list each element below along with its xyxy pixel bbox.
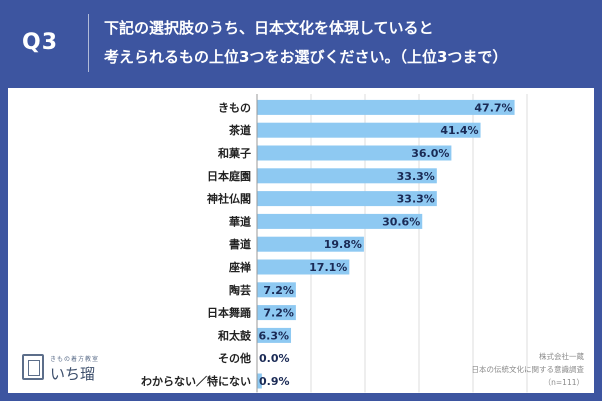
- category-label: 神社仏閣: [207, 192, 251, 206]
- category-label: 書道: [229, 237, 251, 251]
- source-note: 株式会社一蔵 日本の伝統文化に関する意識調査 （n=111）: [404, 350, 585, 389]
- question-number: Q3: [22, 30, 59, 55]
- logo-name: いち瑠: [50, 365, 96, 383]
- value-label: 6.3%: [259, 329, 290, 342]
- category-label: わからない／特にない: [141, 374, 251, 388]
- bar: [257, 145, 452, 161]
- category-label: 座禅: [228, 260, 251, 274]
- value-label: 47.7%: [474, 101, 512, 114]
- logo-mark-icon: [22, 354, 44, 380]
- value-label: 0.9%: [259, 375, 290, 388]
- value-label: 33.3%: [397, 193, 435, 206]
- bar: [257, 282, 296, 298]
- value-label: 19.8%: [324, 238, 362, 251]
- bar: [257, 122, 481, 138]
- value-label: 0.0%: [259, 352, 290, 365]
- bar: [257, 327, 292, 343]
- bar: [257, 191, 437, 207]
- category-label: 陶芸: [229, 283, 251, 297]
- category-label: 和菓子: [218, 146, 251, 160]
- question-text: 下記の選択肢のうち、日本文化を体現していると 考えられるもの上位3つをお選びくだ…: [104, 14, 594, 72]
- value-label: 7.2%: [263, 284, 294, 297]
- category-label: きもの: [218, 101, 251, 114]
- question-header: Q3 下記の選択肢のうち、日本文化を体現していると 考えられるもの上位3つをお選…: [0, 0, 602, 86]
- category-label: 日本舞踊: [207, 306, 251, 320]
- question-line-2: 考えられるもの上位3つをお選びください。（上位3つまで）: [104, 48, 508, 66]
- bar: [257, 99, 515, 115]
- logo-subtitle: きもの着方教室: [50, 356, 100, 363]
- value-label: 33.3%: [397, 170, 435, 183]
- bar-chart: きもの 47.7% 茶道 41.4% 和菓子 36.0% 日本庭園 33.3% 神社仏閣 33.3…: [141, 94, 528, 393]
- source-company: 株式会社一蔵: [539, 352, 584, 361]
- bar: [257, 213, 423, 229]
- bar: [257, 168, 437, 184]
- value-label: 30.6%: [382, 215, 420, 228]
- bar: [257, 259, 350, 275]
- category-label: 和太鼓: [218, 328, 252, 342]
- bar: [257, 236, 364, 252]
- category-label: 茶道: [228, 123, 251, 137]
- source-survey: 日本の伝統文化に関する意識調査: [471, 365, 585, 374]
- chart-panel: きもの 47.7% 茶道 41.4% 和菓子 36.0% 日本庭園 33.3% 神社仏閣 33.3…: [8, 88, 594, 393]
- source-sample: （n=111）: [543, 378, 584, 387]
- value-label: 17.1%: [309, 261, 347, 274]
- question-line-1: 下記の選択肢のうち、日本文化を体現していると: [104, 19, 434, 37]
- value-label: 41.4%: [440, 124, 478, 137]
- category-label: その他: [218, 351, 251, 365]
- value-label: 36.0%: [411, 147, 449, 160]
- bar: [257, 305, 296, 321]
- category-label: 華道: [229, 214, 251, 228]
- category-label: 日本庭園: [207, 169, 251, 183]
- value-label: 7.2%: [263, 307, 294, 320]
- header-divider: [88, 14, 89, 72]
- bar: [257, 373, 262, 389]
- brand-logo: きもの着方教室 いち瑠: [16, 350, 126, 388]
